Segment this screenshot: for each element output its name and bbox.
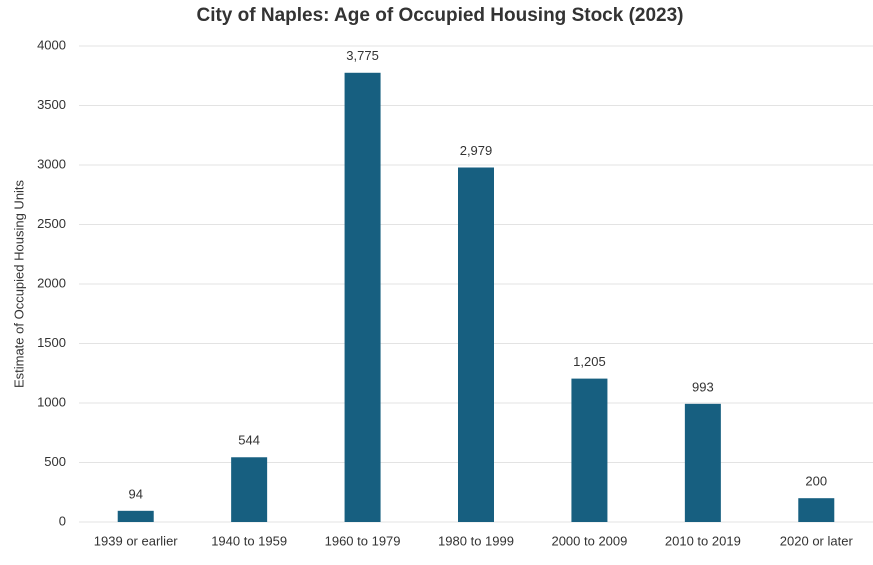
x-tick-label: 1939 or earlier: [94, 533, 178, 548]
y-tick-label: 2500: [37, 216, 66, 231]
x-tick-label: 2010 to 2019: [665, 533, 741, 548]
x-tick-label: 2020 or later: [780, 533, 854, 548]
data-label: 1,205: [573, 354, 606, 369]
data-label: 544: [238, 433, 260, 448]
data-label: 200: [805, 474, 827, 489]
bar: [344, 72, 381, 523]
y-tick-label: 1000: [37, 394, 66, 409]
y-tick-label: 0: [59, 513, 66, 528]
x-tick-label: 1940 to 1959: [211, 533, 287, 548]
bar: [684, 403, 721, 522]
chart-title: City of Naples: Age of Occupied Housing …: [196, 5, 683, 26]
bar: [458, 167, 494, 522]
y-tick-label: 500: [44, 454, 66, 469]
bar: [571, 378, 608, 522]
y-tick-label: 1500: [37, 335, 66, 350]
data-label: 94: [128, 486, 142, 501]
y-axis-label: Estimate of Occupied Housing Units: [11, 179, 26, 388]
data-label: 993: [692, 379, 714, 394]
y-tick-label: 2000: [37, 275, 66, 290]
x-tick-label: 2000 to 2009: [551, 533, 627, 548]
data-label: 3,775: [346, 48, 379, 63]
x-tick-label: 1980 to 1999: [438, 533, 514, 548]
bar: [231, 457, 268, 522]
y-tick-label: 4000: [37, 37, 66, 52]
bar: [117, 510, 154, 522]
y-tick-label: 3500: [37, 97, 66, 112]
data-label: 2,979: [460, 143, 493, 158]
bar: [798, 498, 835, 522]
x-tick-label: 1960 to 1979: [325, 533, 401, 548]
y-tick-label: 3000: [37, 156, 66, 171]
